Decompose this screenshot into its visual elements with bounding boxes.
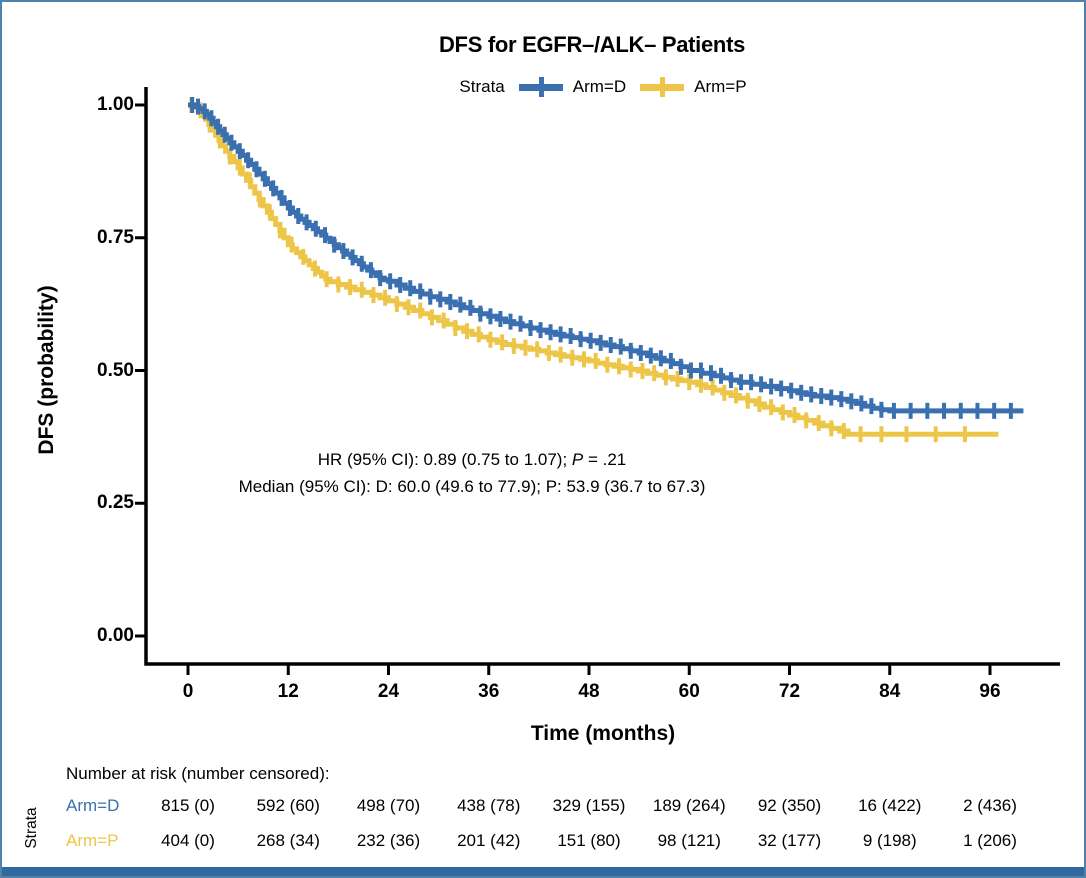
risk-count: 92 (350) — [757, 796, 822, 815]
risk-count: 268 (34) — [256, 831, 320, 850]
hr-line: HR (95% CI): 0.89 (0.75 to 1.07); P = .2… — [317, 450, 627, 469]
y-tick-label: 0.25 — [97, 492, 134, 514]
y-tick-label: 1.00 — [97, 94, 134, 115]
risk-count: 438 (78) — [457, 796, 521, 815]
x-tick-label: 36 — [478, 681, 500, 702]
risk-count: 815 (0) — [161, 796, 215, 815]
x-tick-label: 0 — [182, 681, 194, 702]
legend-title: Strata — [459, 77, 505, 96]
risk-row-arm-p: Arm=P 404 (0) 268 (34) 232 (36) 201 (42) 151 … — [2, 831, 1084, 855]
x-tick-label: 60 — [678, 681, 700, 702]
risk-count: 98 (121) — [657, 831, 721, 850]
legend-item-arm-d: Arm=D — [518, 76, 627, 98]
km-line-censor-icon — [640, 76, 685, 98]
legend-item-label: Arm=P — [694, 77, 747, 96]
risk-count: 232 (36) — [356, 831, 421, 850]
x-tick-label: 84 — [879, 681, 901, 702]
x-tick-label: 12 — [277, 681, 299, 702]
x-axis-label: Time (months) — [530, 722, 676, 745]
risk-count: 498 (70) — [356, 796, 421, 815]
x-tick-label: 24 — [377, 681, 400, 702]
x-tick-label: 48 — [578, 681, 600, 702]
km-curve-arm-p — [188, 102, 999, 437]
km-curve-arm-d — [188, 102, 1024, 414]
risk-count: 32 (177) — [757, 831, 822, 850]
x-tick-label: 96 — [979, 681, 1001, 702]
x-tick-label: 72 — [778, 681, 801, 702]
risk-count: 329 (155) — [552, 796, 626, 815]
risk-count: 9 (198) — [862, 831, 917, 850]
risk-count: 201 (42) — [457, 831, 521, 850]
chart-title: DFS for EGFR–/ALK– Patients — [438, 32, 746, 57]
risk-table-header: Number at risk (number censored): — [66, 764, 330, 783]
median-line: Median (95% CI): D: 60.0 (49.6 to 77.9);… — [238, 477, 706, 496]
risk-count: 151 (80) — [557, 831, 621, 850]
risk-row-arm-label: Arm=P — [66, 831, 119, 850]
y-tick-label: 0.75 — [97, 226, 134, 248]
risk-count: 404 (0) — [161, 831, 215, 850]
axis-lines — [144, 87, 1060, 666]
y-tick-label: 0.50 — [97, 359, 134, 381]
bottom-accent-bar — [2, 867, 1084, 876]
km-line-censor-icon — [518, 76, 563, 98]
risk-count: 16 (422) — [858, 796, 922, 815]
legend-item-label: Arm=D — [572, 77, 627, 96]
risk-count: 2 (436) — [963, 796, 1017, 815]
risk-row-arm-label: Arm=D — [66, 796, 120, 815]
risk-count: 1 (206) — [963, 831, 1017, 850]
risk-count: 189 (264) — [652, 796, 726, 815]
legend-item-arm-p: Arm=P — [640, 76, 747, 98]
risk-count: 592 (60) — [256, 796, 320, 815]
y-tick-label: 0.00 — [97, 625, 134, 646]
risk-row-arm-d: Arm=D 815 (0) 592 (60) 498 (70) 438 (78) 329 … — [2, 796, 1084, 820]
stats-annotation: HR (95% CI): 0.89 (0.75 to 1.07); P = .2… — [122, 446, 822, 500]
legend: Strata Arm=D Arm=P — [146, 76, 1060, 98]
